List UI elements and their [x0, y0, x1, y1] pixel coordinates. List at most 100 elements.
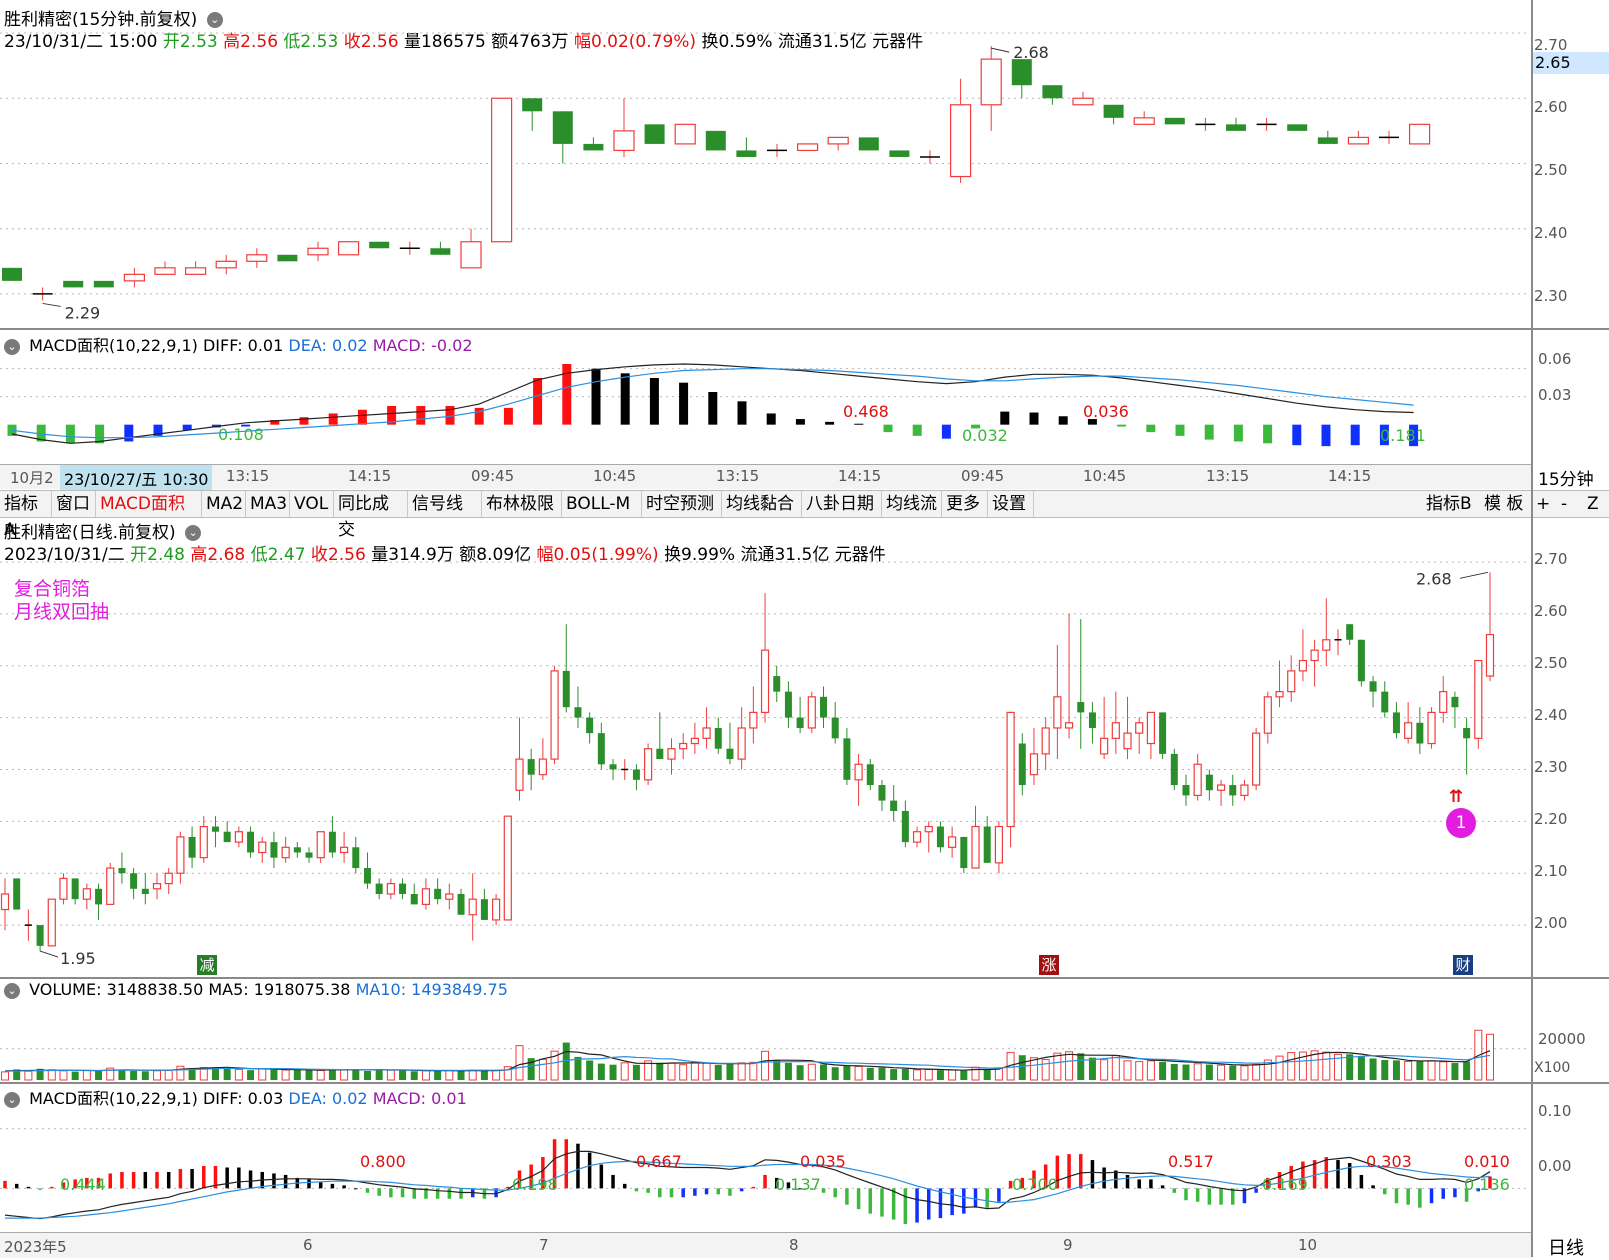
toolbar-item[interactable]: MA2 [202, 491, 246, 517]
toolbar-right-item[interactable]: 指标B [1426, 494, 1472, 514]
candle-15m-body-down [1042, 85, 1063, 99]
candle-15m-body-up [796, 143, 819, 152]
top-macd-header: ⌄ MACD面积(10,22,9,1) DIFF: 0.01 DEA: 0.02… [4, 332, 473, 356]
candle-daily-body-down [936, 826, 944, 848]
period-15min[interactable]: 15分钟 [1538, 470, 1594, 490]
macd-15m-bar [883, 424, 893, 433]
toolbar-item[interactable]: BOLL-M [562, 491, 642, 517]
volume-bar-down [188, 1068, 196, 1080]
candle-daily-body-up [234, 831, 243, 843]
top-y-tick: 2.60 [1534, 98, 1568, 116]
daily-macd-dea: DEA: 0.02 [288, 1089, 368, 1108]
current-price-tag: 2.65 [1532, 52, 1609, 74]
volume-bar-down [574, 1056, 582, 1080]
candle-daily-body-down [434, 888, 442, 900]
toolbar-item[interactable]: 八卦日期 [802, 491, 882, 517]
event-badge-reduce[interactable]: 减 [197, 955, 217, 975]
candle-daily-body-up [1275, 691, 1284, 698]
top-y-tick: 2.50 [1534, 161, 1568, 179]
macd-daily-bar [155, 1171, 159, 1189]
volume-bar-up [164, 1069, 173, 1081]
toolbar-right-item[interactable]: Z [1587, 494, 1599, 514]
candle-daily-body-down [527, 759, 535, 775]
toolbar-item[interactable]: 时空预测 [642, 491, 722, 517]
toolbar-item[interactable]: VOL [290, 491, 334, 517]
toolbar-item[interactable]: 设置 [988, 491, 1034, 517]
volume-bar-up [1486, 1033, 1494, 1081]
volume-bar-up [1065, 1051, 1074, 1081]
volume-bar-up [1123, 1060, 1132, 1081]
volume-bar-up [47, 1069, 56, 1081]
top-macd-y-tick: 0.06 [1538, 350, 1572, 368]
volume-bar-up [1, 1071, 9, 1081]
macd-daily-bar [307, 1179, 311, 1189]
daily-low-label: 1.95 [60, 949, 96, 968]
volume-bar-down [878, 1067, 886, 1080]
candle-15m-body-down [522, 98, 543, 112]
signal-marker-number[interactable]: 1 [1446, 808, 1476, 838]
top-chart-options-icon[interactable]: ⌄ [206, 12, 223, 28]
candle-daily-body-down [656, 748, 664, 760]
macd-15m-bar [65, 424, 75, 444]
macd-15m-bar [1058, 416, 1068, 425]
candle-daily-body-up [1485, 633, 1495, 677]
volume-bar-up [1217, 1064, 1226, 1081]
daily-y-tick: 2.40 [1534, 706, 1568, 724]
toolbar-right-item[interactable]: + [1536, 494, 1551, 514]
top-macd-dea: DEA: 0.02 [288, 336, 368, 355]
volume-options-icon[interactable]: ⌄ [4, 982, 20, 999]
top-macd-options-icon[interactable]: ⌄ [4, 338, 20, 355]
top-turnover: 换0.59% [701, 32, 773, 52]
toolbar-item[interactable]: 信号线 [408, 491, 482, 517]
candle-daily-body-down [480, 899, 488, 920]
toolbar-right-item[interactable]: - [1561, 494, 1568, 514]
buy-signal-arrows-icon: ⇈ [1449, 787, 1464, 807]
macd-daily-bar [377, 1188, 381, 1196]
volume-bar-up [106, 1067, 115, 1081]
toolbar-item[interactable]: 均线黏合 [722, 491, 802, 517]
top-candlestick-chart[interactable]: 2.68 2.29 0.108 0.468 0.032 0.036 0.181 [0, 0, 1609, 490]
toolbar-item[interactable]: 窗口 [52, 491, 96, 517]
macd-15m-bar [854, 423, 864, 425]
candle-daily-body-down [1077, 702, 1085, 713]
daily-macd-options-icon[interactable]: ⌄ [4, 1091, 20, 1108]
period-daily[interactable]: 日线 [1548, 1238, 1584, 1259]
toolbar-item[interactable]: 均线流 [882, 491, 942, 517]
month-label: 8 [789, 1236, 799, 1254]
toolbar-item[interactable]: 布林极限 [482, 491, 562, 517]
daily-y-tick: 2.50 [1534, 654, 1568, 672]
event-badge-rise[interactable]: 涨 [1039, 955, 1059, 975]
candle-15m-body-up [827, 136, 849, 145]
candle-15m-body-up [1347, 136, 1370, 145]
candle-daily-body-down [71, 878, 79, 900]
toolbar-item[interactable]: 更多 [942, 491, 988, 517]
macd-daily-bar [693, 1188, 697, 1196]
volume-bar-down [866, 1067, 874, 1080]
volume-bar-down [831, 1067, 839, 1080]
event-badge-finance[interactable]: 财 [1453, 955, 1473, 975]
daily-chart-options-icon[interactable]: ⌄ [185, 525, 202, 541]
volume-bar-up [620, 1062, 629, 1081]
macd-15m-bar [1409, 424, 1419, 447]
volume-bar-down [1463, 1061, 1471, 1080]
toolbar-item[interactable]: MA3 [246, 491, 290, 517]
volume-bar-up [1275, 1055, 1284, 1081]
macd-15m-bar [1321, 424, 1331, 447]
toolbar-item[interactable]: MACD面积 [96, 491, 202, 517]
volume-bar-up [913, 1069, 922, 1081]
macd-15m-bar [1087, 419, 1097, 425]
high-pointer [991, 47, 1010, 53]
candle-daily-body-down [1205, 774, 1213, 791]
candle-daily-body-up [760, 649, 770, 713]
macd-daily-bar [1476, 1188, 1481, 1192]
macd-daily-bar [143, 1171, 148, 1189]
macd-daily-bar [587, 1152, 592, 1189]
volume-bar-up [550, 1050, 559, 1081]
macd-daily-area-label: 0.136 [1464, 1175, 1510, 1194]
toolbar-item[interactable]: 指标A [0, 491, 52, 540]
toolbar-item[interactable]: 同比成交 [334, 491, 408, 540]
toolbar-right-item[interactable]: 模 板 [1484, 494, 1524, 514]
candle-daily-body-down [247, 831, 255, 853]
volume-bar-down [843, 1065, 851, 1080]
